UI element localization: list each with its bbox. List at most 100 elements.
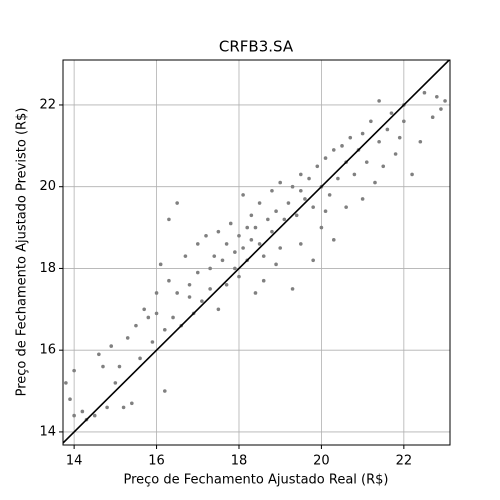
point xyxy=(360,131,365,136)
point xyxy=(183,254,188,258)
point xyxy=(64,381,68,385)
point xyxy=(360,197,365,201)
point xyxy=(311,258,315,263)
point xyxy=(233,266,237,271)
point xyxy=(216,307,221,312)
point xyxy=(385,127,390,132)
point xyxy=(253,225,258,230)
point xyxy=(208,287,212,291)
point xyxy=(282,217,287,222)
point xyxy=(290,287,295,291)
point xyxy=(187,295,192,299)
reference-line xyxy=(63,60,450,445)
point xyxy=(389,111,394,115)
point xyxy=(150,340,155,344)
point xyxy=(290,184,295,189)
point xyxy=(208,266,212,271)
chart-title: CRFB3.SA xyxy=(219,38,294,56)
point xyxy=(266,217,270,222)
point xyxy=(72,413,76,418)
point xyxy=(418,139,423,144)
point xyxy=(220,258,225,263)
point xyxy=(167,278,171,283)
point xyxy=(249,213,254,218)
point xyxy=(154,291,159,295)
point xyxy=(286,201,291,205)
point xyxy=(224,282,229,287)
point xyxy=(373,180,377,185)
point xyxy=(311,205,315,209)
point xyxy=(146,315,151,320)
point xyxy=(195,242,200,246)
point xyxy=(274,209,278,214)
point xyxy=(323,156,328,160)
point xyxy=(261,278,266,283)
point xyxy=(377,99,381,103)
point xyxy=(224,242,229,246)
point xyxy=(369,119,373,124)
point xyxy=(348,135,353,140)
point xyxy=(97,352,101,357)
point xyxy=(92,413,97,418)
point xyxy=(245,225,250,230)
point xyxy=(117,364,122,369)
point xyxy=(278,180,282,185)
point xyxy=(200,299,204,303)
point xyxy=(435,94,439,99)
point xyxy=(233,250,237,254)
y-axis-label: Preço de Fechamento Ajustado Previsto (R… xyxy=(15,108,30,397)
point xyxy=(381,164,386,169)
point xyxy=(257,201,262,205)
point xyxy=(336,176,340,181)
point xyxy=(162,389,167,393)
point xyxy=(109,344,114,348)
point xyxy=(261,254,266,258)
point xyxy=(270,188,274,193)
point xyxy=(125,336,130,340)
y-tick-label: 22 xyxy=(39,97,56,112)
point xyxy=(204,233,208,238)
point xyxy=(68,397,72,402)
point xyxy=(299,172,303,177)
point xyxy=(175,201,179,205)
point xyxy=(216,229,221,234)
point xyxy=(195,270,200,275)
point xyxy=(212,254,217,258)
point xyxy=(105,405,109,410)
y-tick-label: 20 xyxy=(39,179,56,194)
point xyxy=(142,307,146,312)
y-tick-label: 16 xyxy=(39,343,56,358)
x-tick-label: 20 xyxy=(313,454,330,469)
point xyxy=(299,242,303,246)
point xyxy=(80,409,85,414)
point xyxy=(319,225,324,230)
point xyxy=(249,238,254,242)
x-tick-label: 14 xyxy=(66,454,83,469)
point xyxy=(422,90,427,95)
point xyxy=(352,172,357,177)
point xyxy=(364,160,369,164)
point xyxy=(121,405,126,410)
point xyxy=(307,176,311,181)
point xyxy=(228,221,233,226)
point xyxy=(167,217,171,222)
point xyxy=(294,213,299,218)
point xyxy=(237,233,241,238)
point xyxy=(274,262,278,267)
point xyxy=(154,311,159,316)
point xyxy=(344,205,348,209)
plot-frame xyxy=(62,59,451,446)
x-axis-label: Preço de Fechamento Ajustado Real (R$) xyxy=(123,473,388,488)
point xyxy=(253,291,258,295)
point xyxy=(331,148,336,152)
point xyxy=(257,242,262,246)
x-tick-label: 18 xyxy=(231,454,248,469)
point xyxy=(158,262,163,267)
point xyxy=(303,197,307,201)
point xyxy=(327,193,332,197)
point xyxy=(162,327,167,332)
point xyxy=(430,115,435,120)
point xyxy=(101,364,105,369)
point xyxy=(171,315,175,320)
